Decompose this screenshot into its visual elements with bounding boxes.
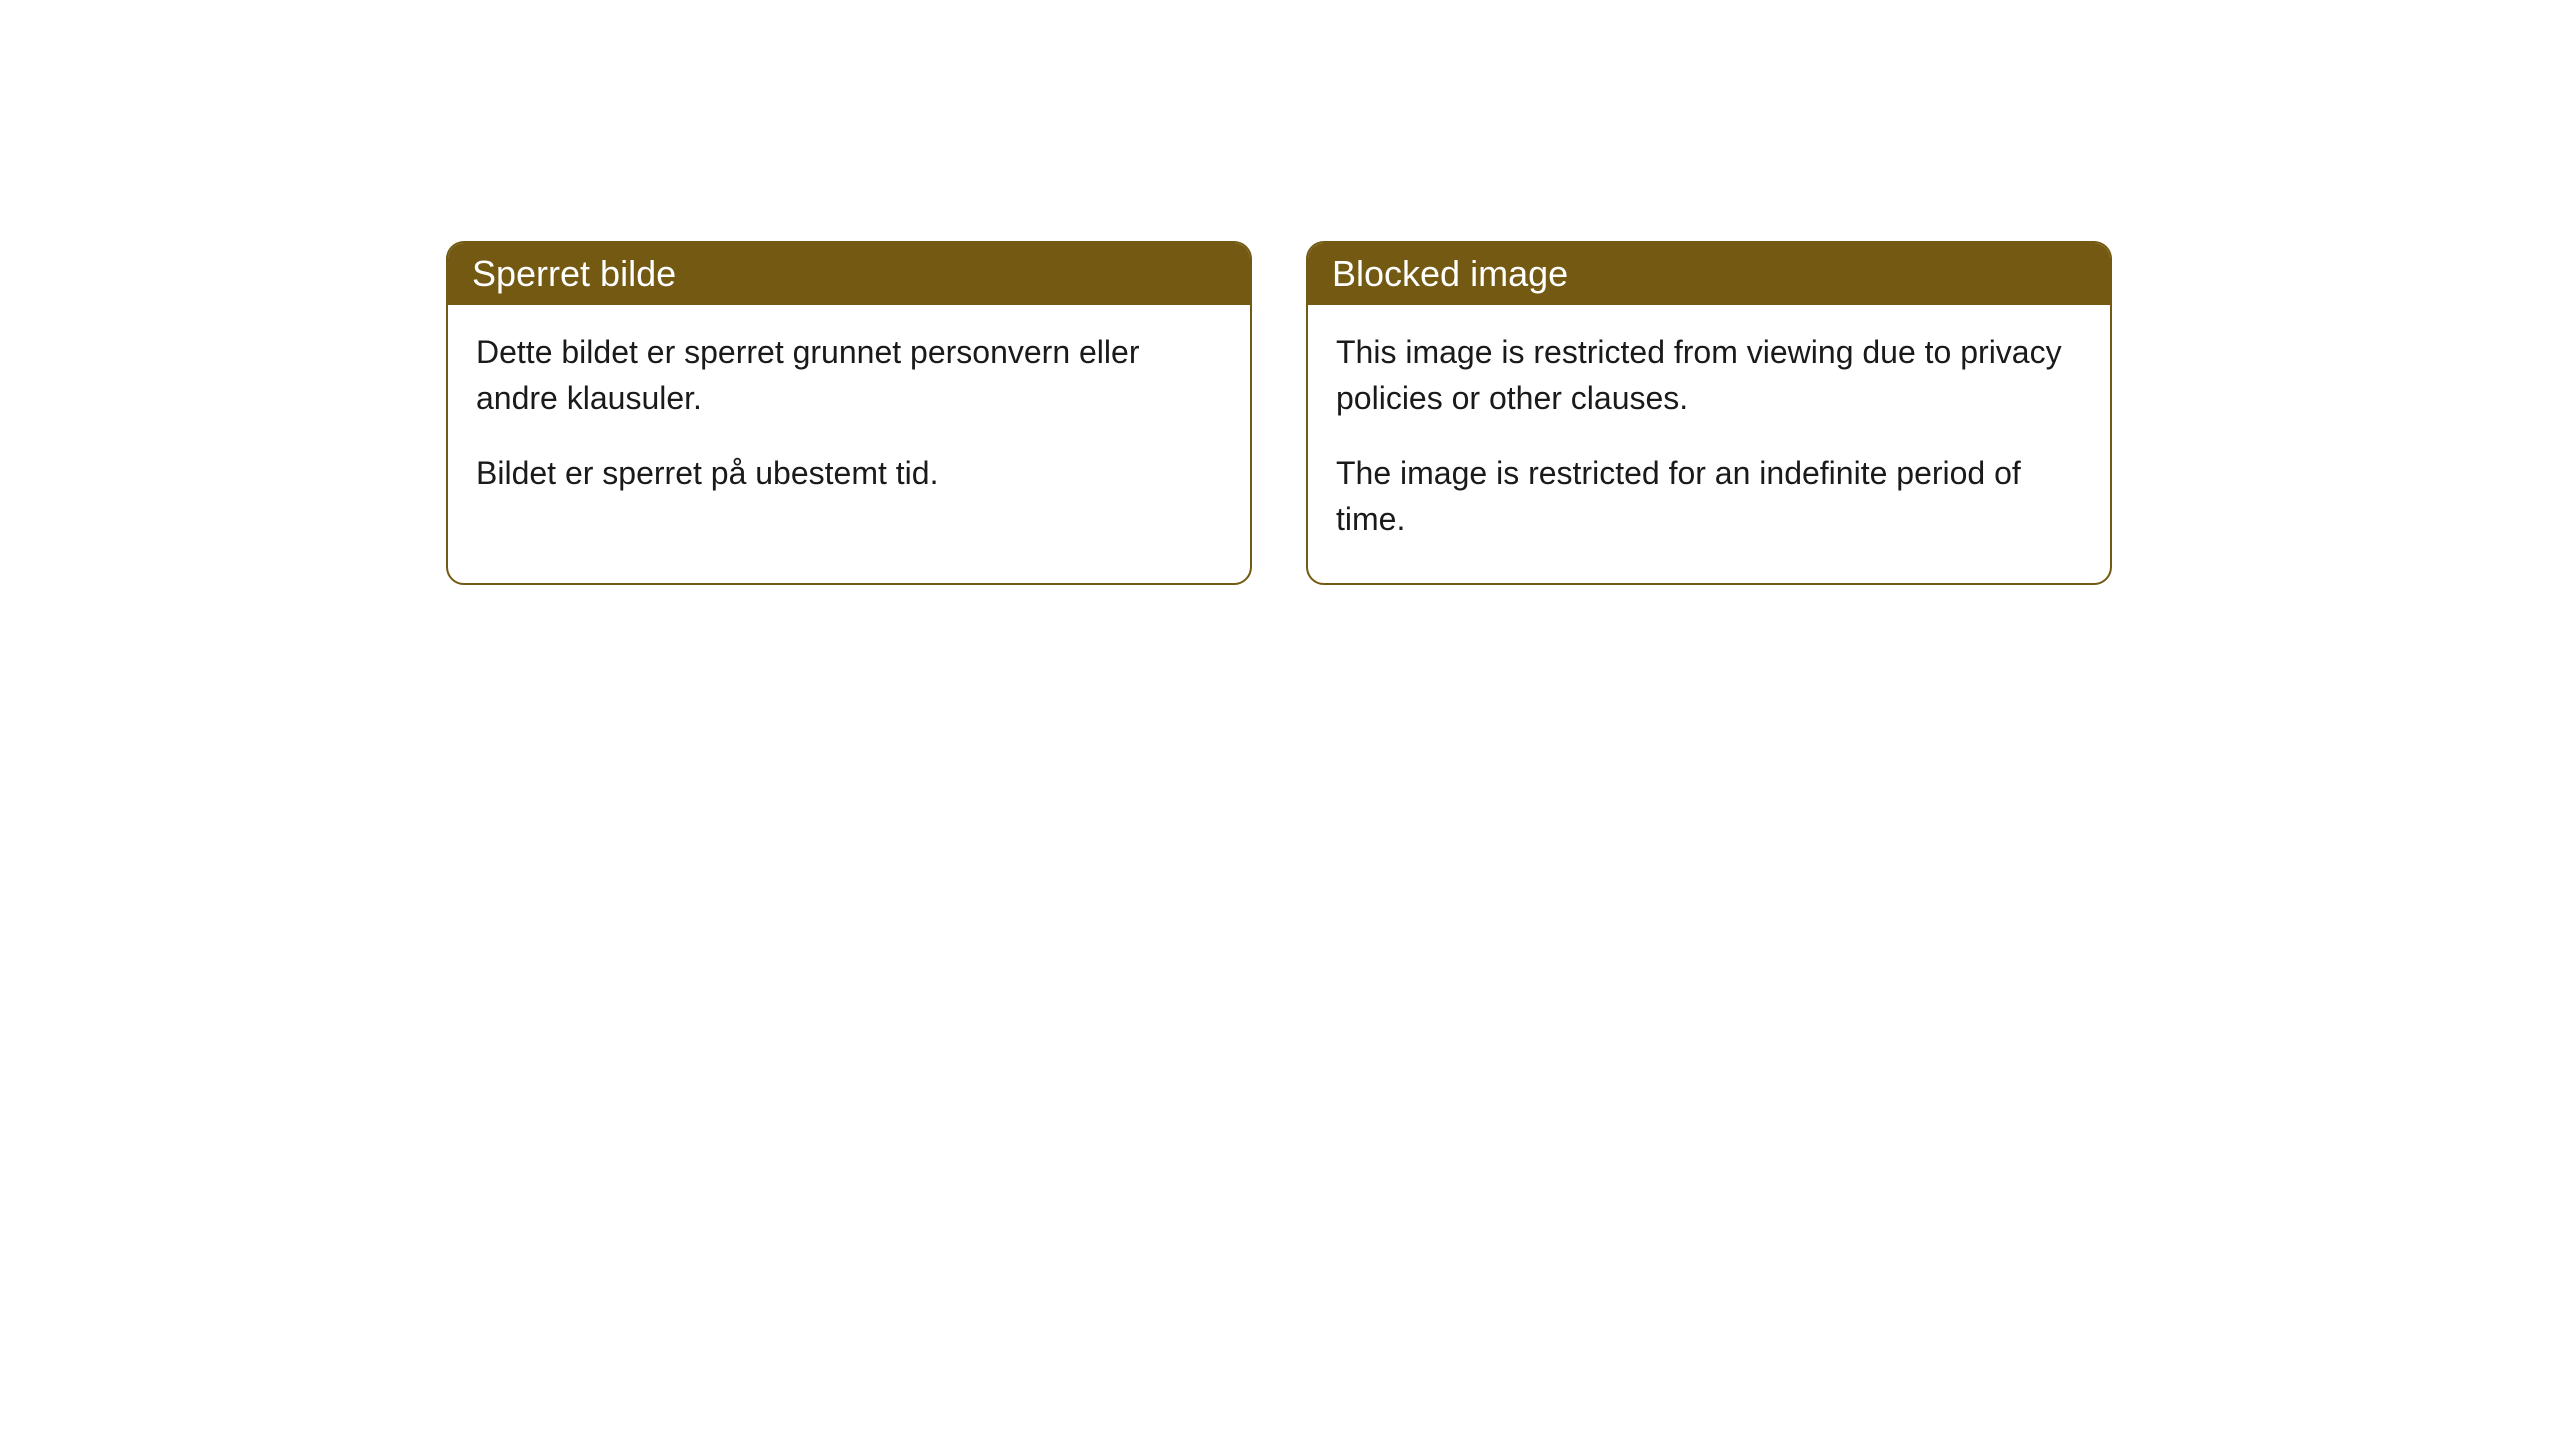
card-body-norwegian: Dette bildet er sperret grunnet personve… bbox=[448, 305, 1250, 536]
card-header-english: Blocked image bbox=[1308, 243, 2110, 305]
card-header-norwegian: Sperret bilde bbox=[448, 243, 1250, 305]
card-norwegian: Sperret bilde Dette bildet er sperret gr… bbox=[446, 241, 1252, 585]
card-body-english: This image is restricted from viewing du… bbox=[1308, 305, 2110, 583]
card-paragraph: Dette bildet er sperret grunnet personve… bbox=[476, 329, 1222, 422]
card-paragraph: Bildet er sperret på ubestemt tid. bbox=[476, 450, 1222, 496]
cards-container: Sperret bilde Dette bildet er sperret gr… bbox=[446, 241, 2112, 585]
card-paragraph: The image is restricted for an indefinit… bbox=[1336, 450, 2082, 543]
card-english: Blocked image This image is restricted f… bbox=[1306, 241, 2112, 585]
card-paragraph: This image is restricted from viewing du… bbox=[1336, 329, 2082, 422]
